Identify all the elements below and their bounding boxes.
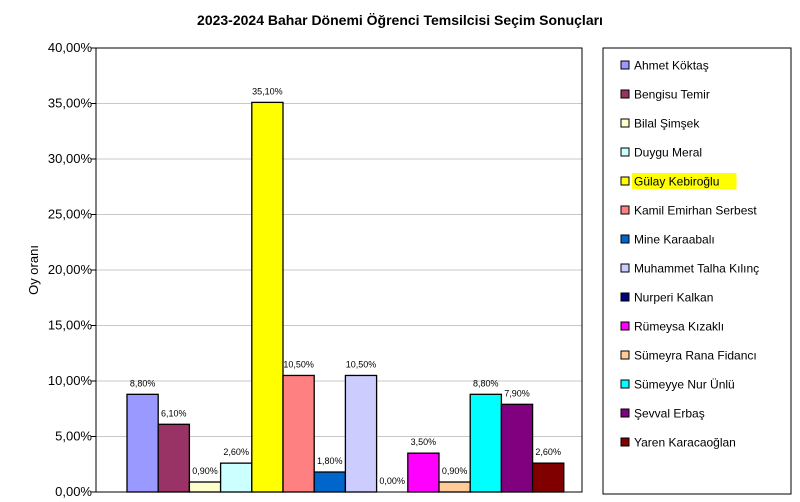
data-label: 2,60% <box>223 447 249 457</box>
bar <box>531 462 565 493</box>
data-label: 7,90% <box>504 388 530 398</box>
bars <box>126 101 565 493</box>
legend-entry: Rümeysa Kızaklı <box>634 320 724 334</box>
legend-entry: Ahmet Köktaş <box>634 59 709 73</box>
y-tick-label: 40,00% <box>48 40 93 55</box>
legend-swatch <box>620 379 630 389</box>
y-tick-label: 0,00% <box>55 484 92 499</box>
bar <box>407 452 440 493</box>
y-tick-label: 35,00% <box>48 96 93 111</box>
bar <box>344 374 378 493</box>
legend-entry: Gülay Kebiroğlu <box>634 175 719 189</box>
y-tick-label: 15,00% <box>48 318 93 333</box>
chart-title: 2023-2024 Bahar Dönemi Öğrenci Temsilcis… <box>197 12 603 28</box>
legend-entry: Sümeyye Nur Ünlü <box>634 378 735 392</box>
bar <box>188 481 222 493</box>
bar <box>157 423 191 493</box>
data-label: 0,90% <box>442 466 468 476</box>
y-axis-label: Oy oranı <box>26 245 41 295</box>
data-labels: 8,80% 6,10% 0,90% 2,60% 35,10% 10,50% 1,80% 10,… <box>130 86 561 486</box>
data-label: 0,00% <box>379 476 405 486</box>
legend-swatch <box>620 292 630 302</box>
legend-entry: Kamil Emirhan Serbest <box>634 204 757 218</box>
bar <box>500 403 534 493</box>
bar <box>282 374 315 493</box>
legend-items: Ahmet Köktaş Bengisu Temir Bilal Şimşek Duy… <box>620 59 759 450</box>
legend-entry: Duygu Meral <box>634 146 702 160</box>
legend-swatch <box>620 176 630 186</box>
bar <box>469 393 503 493</box>
y-tick-label: 10,00% <box>48 373 93 388</box>
y-tick-label: 20,00% <box>48 262 93 277</box>
legend-entry: Bilal Şimşek <box>634 117 700 131</box>
y-axis-ticks: 0,00% 5,00% 10,00% 15,00% 20,00% 25,00% 30,00%… <box>48 40 96 499</box>
data-label: 1,80% <box>317 456 343 466</box>
data-label: 6,10% <box>161 408 187 418</box>
legend-swatch <box>620 147 630 157</box>
y-tick-label: 5,00% <box>55 429 92 444</box>
legend-swatch <box>620 89 630 99</box>
legend-highlight <box>632 173 737 189</box>
data-label: 0,90% <box>192 466 218 476</box>
legend-swatch <box>620 437 630 447</box>
legend-swatch <box>620 350 630 360</box>
legend-swatch <box>620 321 630 331</box>
legend-entry: Yaren Karacaoğlan <box>634 436 736 450</box>
data-label: 10,50% <box>283 359 314 369</box>
legend-entry: Muhammet Talha Kılınç <box>634 262 759 276</box>
bar <box>126 393 159 493</box>
legend-entry: Bengisu Temir <box>634 88 710 102</box>
data-label: 10,50% <box>346 359 377 369</box>
y-tick-label: 25,00% <box>48 207 93 222</box>
legend-swatch <box>620 263 630 273</box>
data-label: 3,50% <box>411 437 437 447</box>
data-label: 8,80% <box>130 378 156 388</box>
bar <box>251 101 284 493</box>
data-label: 2,60% <box>535 447 561 457</box>
bar <box>313 471 347 493</box>
legend-entry: Mine Karaabalı <box>634 233 715 247</box>
bar <box>219 462 253 493</box>
legend-swatch <box>620 408 630 418</box>
bar <box>438 481 471 493</box>
legend-entry: Sümeyra Rana Fidancı <box>634 349 757 363</box>
legend-swatch <box>620 60 630 70</box>
legend-entry: Şevval Erbaş <box>634 407 705 421</box>
data-label: 35,10% <box>252 86 283 96</box>
legend-swatch <box>620 118 630 128</box>
legend-swatch <box>620 234 630 244</box>
gridlines <box>96 103 582 437</box>
y-tick-label: 30,00% <box>48 151 93 166</box>
data-label: 8,80% <box>473 378 499 388</box>
legend-entry: Nurperi Kalkan <box>634 291 713 305</box>
legend <box>602 47 792 495</box>
legend-swatch <box>620 205 630 215</box>
